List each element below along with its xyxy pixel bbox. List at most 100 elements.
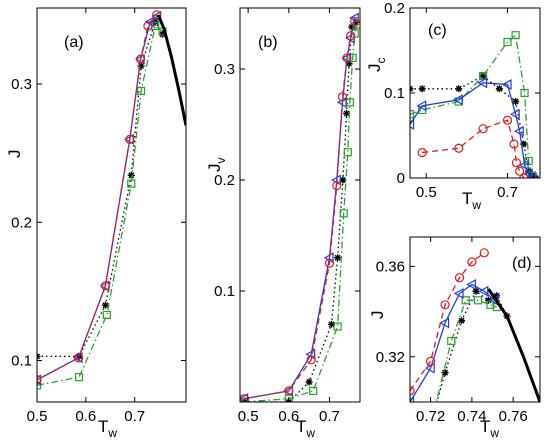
data-point [143, 21, 153, 31]
data-point [526, 172, 537, 178]
plot-area [240, 12, 360, 402]
y-tick-label: 0.2 [384, 0, 405, 17]
y-tick-label: 0.3 [11, 76, 32, 93]
y-axis-label-main: J [368, 311, 387, 320]
data-point [127, 171, 135, 179]
data-point [333, 322, 342, 331]
data-point [520, 88, 529, 98]
panel-c: 0.5 0.7 0 0.1 0.2 (c) Tw Jc [365, 0, 541, 212]
data-point [331, 174, 341, 186]
data-point [410, 110, 415, 119]
data-point [345, 59, 353, 67]
data-point [478, 124, 488, 134]
y-axis-label: J [5, 150, 24, 159]
panel-d: 0.72 0.74 0.76 0.32 0.36 (d) Tw J [368, 236, 541, 440]
data-point [339, 209, 348, 218]
data-point [458, 317, 466, 325]
data-point [522, 168, 533, 178]
x-tick-label: 0.6 [75, 408, 96, 425]
data-point [511, 31, 520, 40]
axes-box [239, 7, 361, 403]
data-point [410, 386, 415, 396]
data-point [472, 287, 480, 295]
x-tick-label: 0.72 [416, 408, 445, 425]
data-point [136, 86, 146, 96]
data-point [493, 292, 501, 300]
y-axis-label-sub: c [374, 58, 388, 64]
data-point [305, 348, 316, 360]
y-axis-label-main: J [205, 164, 224, 173]
data-point [484, 296, 492, 304]
data-point [125, 134, 135, 144]
panel-label: (c) [428, 22, 447, 39]
data-point [343, 109, 351, 117]
data-point [447, 336, 456, 346]
y-tick-label: 0.2 [214, 172, 235, 189]
data-point [348, 53, 357, 63]
panel-label: (a) [64, 34, 84, 51]
data-point [346, 31, 356, 41]
data-point [343, 148, 352, 157]
data-point [328, 320, 336, 328]
data-point [74, 373, 84, 382]
y-tick-label: 0.2 [11, 214, 32, 231]
plot-area [37, 10, 186, 390]
data-point [339, 176, 347, 184]
data-point [332, 180, 342, 191]
data-point [441, 369, 449, 377]
data-point [515, 166, 525, 176]
x-tick-label: 0.7 [124, 408, 145, 425]
data-point [324, 258, 335, 268]
x-axis-label-main: T [98, 417, 108, 436]
data-point [453, 94, 463, 106]
data-point [323, 252, 334, 264]
y-tick-label: 0 [397, 170, 405, 187]
x-axis-label-main: T [480, 417, 490, 436]
data-point [502, 115, 513, 125]
panel-b: 0.5 0.6 0.7 0.1 0.2 0.3 (b) Tw Jv [205, 7, 361, 440]
series-line-3 [37, 14, 158, 381]
data-point [410, 118, 415, 130]
x-tick-label: 0.6 [278, 408, 299, 425]
data-point [503, 37, 512, 47]
data-point [417, 147, 427, 158]
data-point [501, 78, 512, 91]
data-point [305, 378, 313, 386]
x-axis-label-sub: w [489, 426, 499, 440]
panel-a: 0.5 0.6 0.7 0.1 0.2 0.3 (a) Tw J [5, 7, 187, 440]
data-point [348, 23, 356, 31]
data-point [135, 54, 146, 64]
data-point [512, 98, 520, 105]
data-point [152, 10, 162, 20]
y-tick-label: 0.36 [376, 258, 405, 275]
data-point [473, 296, 483, 305]
x-tick-label: 0.76 [499, 408, 528, 425]
data-point [518, 159, 529, 171]
data-point [418, 85, 426, 93]
series-line-2 [410, 283, 496, 402]
data-point [306, 355, 316, 365]
data-point [466, 278, 477, 290]
y-tick-label: 0.3 [214, 61, 235, 78]
axes-box [409, 236, 541, 403]
y-axis-label-main: J [5, 150, 24, 159]
data-point [439, 317, 450, 329]
data-point [348, 12, 359, 24]
panel-label: (b) [258, 34, 278, 51]
x-axis-label: Tw [462, 189, 481, 212]
y-axis-label: Jc [365, 58, 388, 73]
data-point [513, 125, 524, 137]
data-point [127, 179, 136, 188]
series-line-2 [410, 82, 534, 178]
data-point [416, 100, 427, 112]
x-axis-label: Tw [296, 417, 315, 440]
x-axis-label-main: T [462, 189, 472, 208]
data-point [37, 375, 42, 385]
series-line-1 [410, 33, 533, 176]
data-point [454, 273, 465, 283]
data-point [352, 18, 360, 26]
y-axis-label-main: J [365, 64, 384, 73]
series-line-0 [436, 290, 508, 402]
data-point [479, 72, 487, 80]
y-tick-label: 0.1 [384, 85, 405, 102]
